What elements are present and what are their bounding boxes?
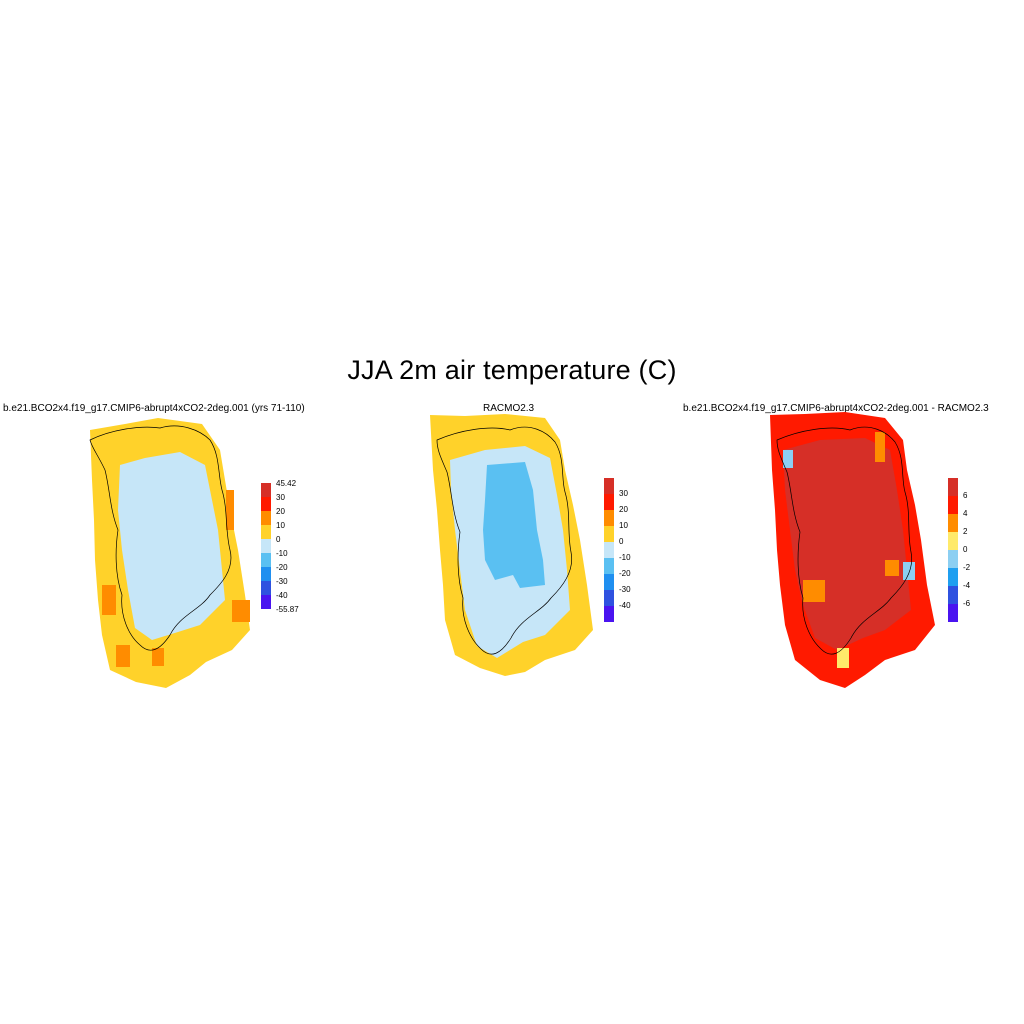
- colorbar-swatch: [948, 586, 958, 604]
- colorbar-swatch: [948, 532, 958, 550]
- colorbar-swatch: [948, 496, 958, 514]
- colorbar-label: 10: [276, 521, 285, 530]
- colorbar-racmo: 30 20 10 0 -10 -20 -30 -40: [604, 478, 654, 622]
- colorbar-label: -2: [963, 563, 971, 572]
- difference-cell: [903, 562, 915, 580]
- colorbar-swatch: [604, 574, 614, 590]
- colorbar-swatch: [261, 581, 271, 595]
- panel-title-racmo: RACMO2.3: [483, 403, 535, 414]
- map-model: [89, 418, 250, 688]
- coastal-warm-cell: [226, 490, 234, 530]
- colorbar-label: -55.87: [276, 605, 299, 614]
- colorbar-swatch: [604, 606, 614, 622]
- colorbar-label: 30: [276, 493, 285, 502]
- colorbar-label: 0: [963, 545, 968, 554]
- colorbar-swatch: [261, 595, 271, 609]
- colorbar-swatch: [261, 511, 271, 525]
- difference-cell: [783, 450, 793, 468]
- colorbar-swatch: [261, 567, 271, 581]
- colorbar-swatch: [604, 510, 614, 526]
- colorbar-swatch: [261, 525, 271, 539]
- colorbar-swatch: [261, 483, 271, 497]
- map-difference: [770, 412, 935, 688]
- colorbar-swatch: [604, 478, 614, 494]
- colorbar-label: -40: [276, 591, 288, 600]
- colorbar-label: 10: [619, 521, 628, 530]
- colorbar-swatch: [261, 553, 271, 567]
- colorbar-label: -30: [276, 577, 288, 586]
- colorbar-model: 45.42 30 20 10 0 -10 -20 -30 -40 -55.87: [261, 479, 321, 615]
- colorbar-swatch: [604, 590, 614, 606]
- colorbar-label: 45.42: [276, 479, 297, 488]
- ice-sheet-interior: [483, 462, 545, 588]
- colorbar-swatch: [261, 497, 271, 511]
- colorbar-label: 30: [619, 489, 628, 498]
- colorbar-label: -4: [963, 581, 971, 590]
- colorbar-label: -20: [276, 563, 288, 572]
- colorbar-label: 20: [619, 505, 628, 514]
- colorbar-label: -6: [963, 599, 971, 608]
- coastal-warm-cell: [152, 648, 164, 666]
- colorbar-label: -20: [619, 569, 631, 578]
- colorbar-label: 4: [963, 509, 968, 518]
- coastal-warm-cell: [232, 600, 250, 622]
- coastal-warm-cell: [102, 585, 116, 615]
- colorbar-swatch: [948, 604, 958, 622]
- colorbar-label: -40: [619, 601, 631, 610]
- colorbar-label: 0: [619, 537, 624, 546]
- colorbar-difference: 6 4 2 0 -2 -4 -6: [948, 478, 998, 622]
- coastline: [89, 425, 232, 651]
- colorbar-swatch: [604, 558, 614, 574]
- coastline: [436, 426, 573, 655]
- colorbar-swatch: [604, 542, 614, 558]
- difference-cell: [875, 432, 885, 462]
- map-racmo: [430, 414, 593, 676]
- colorbar-swatch: [948, 514, 958, 532]
- difference-cell: [837, 648, 849, 668]
- colorbar-swatch: [604, 526, 614, 542]
- ice-sheet-interior: [118, 452, 225, 640]
- colorbar-label: 0: [276, 535, 281, 544]
- figure-title: JJA 2m air temperature (C): [347, 355, 677, 385]
- colorbar-label: -10: [619, 553, 631, 562]
- panel-title-model: b.e21.BCO2x4.f19_g17.CMIP6-abrupt4xCO2-2…: [3, 403, 305, 414]
- colorbar-label: -30: [619, 585, 631, 594]
- colorbar-label: 20: [276, 507, 285, 516]
- panel-title-difference: b.e21.BCO2x4.f19_g17.CMIP6-abrupt4xCO2-2…: [683, 403, 989, 414]
- colorbar-label: 2: [963, 527, 968, 536]
- colorbar-swatch: [948, 478, 958, 496]
- coastal-warm-cell: [116, 645, 130, 667]
- colorbar-label: 6: [963, 491, 968, 500]
- colorbar-swatch: [948, 550, 958, 568]
- colorbar-label: -10: [276, 549, 288, 558]
- colorbar-swatch: [948, 568, 958, 586]
- difference-cell: [803, 580, 825, 602]
- coastline: [776, 426, 913, 655]
- difference-cell: [885, 560, 899, 576]
- colorbar-swatch: [604, 494, 614, 510]
- colorbar-swatch: [261, 539, 271, 553]
